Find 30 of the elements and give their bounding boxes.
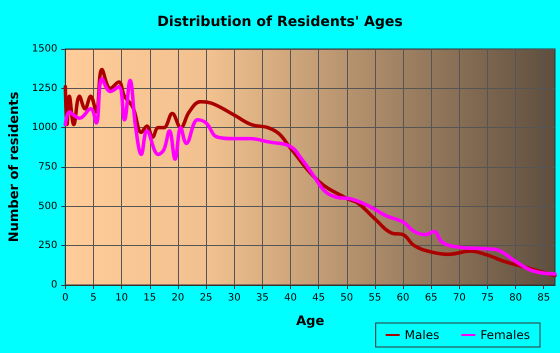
x-tick-label: 25 — [200, 292, 212, 304]
y-tick-label: 250 — [38, 240, 58, 252]
x-tick-label: 70 — [452, 292, 466, 304]
x-tick-label: 35 — [256, 292, 269, 304]
x-tick-label: 60 — [396, 292, 410, 304]
x-tick-label: 55 — [368, 292, 382, 304]
x-tick-label: 50 — [340, 292, 354, 304]
y-tick-label: 750 — [38, 162, 58, 172]
chart-title: Distribution of Residents' Ages — [157, 14, 403, 30]
x-tick-label: 30 — [228, 292, 241, 304]
x-tick-label: 5 — [90, 292, 97, 304]
y-tick-label: 1250 — [32, 82, 58, 94]
x-tick-label: 65 — [424, 292, 438, 304]
x-tick-label: 15 — [143, 292, 156, 304]
y-axis-title: Number of residents — [7, 91, 22, 242]
y-tick-label: 1500 — [32, 44, 58, 54]
legend-label: Males — [404, 328, 440, 342]
y-tick-label: 500 — [38, 200, 58, 212]
x-tick-label: 10 — [115, 292, 128, 304]
x-axis-title: Age — [296, 314, 324, 329]
x-tick-label: 40 — [284, 292, 297, 304]
x-tick-label: 45 — [312, 292, 325, 304]
x-tick-label: 85 — [537, 292, 550, 304]
x-tick-label: 80 — [509, 292, 522, 304]
x-tick-label: 75 — [481, 292, 494, 304]
y-tick-label: 0 — [50, 280, 58, 290]
x-tick-label: 20 — [172, 292, 184, 304]
legend-label: Females — [480, 328, 530, 342]
x-tick-label: 0 — [62, 292, 69, 304]
y-tick-label: 1000 — [32, 122, 58, 134]
